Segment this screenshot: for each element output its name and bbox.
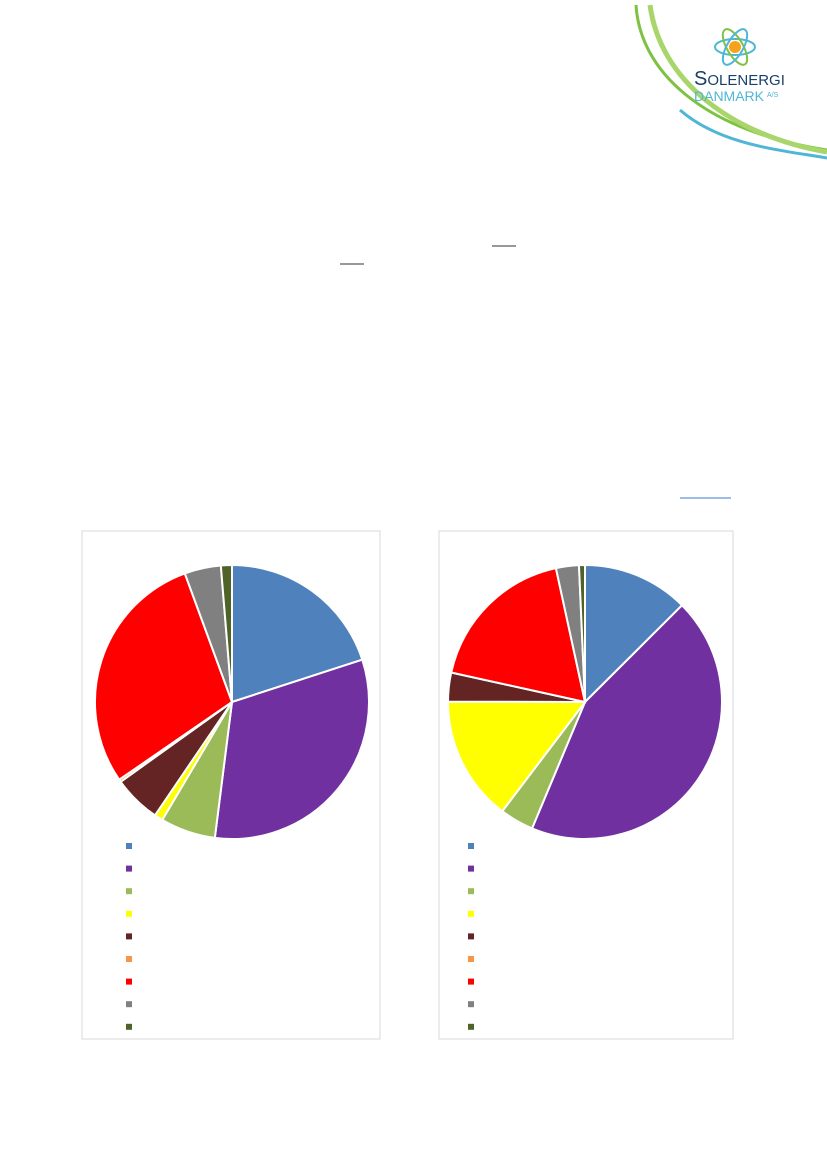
logo-first-letter: S (694, 68, 707, 90)
legend-marker (126, 956, 132, 962)
legend-marker (468, 978, 474, 985)
logo: SOLENERGI DANMARK A/S (634, 4, 827, 160)
logo-orbit (714, 38, 756, 56)
pie-slice (213, 658, 370, 840)
pie-slice (219, 563, 233, 703)
logo-word: DANMARK (694, 88, 765, 104)
legend-marker (126, 843, 132, 849)
pie-slice (450, 566, 587, 704)
legend-marker (468, 956, 474, 962)
logo-sun (729, 41, 741, 53)
legend-marker (126, 910, 132, 917)
pie-slice (584, 563, 684, 705)
legend-marker (468, 910, 474, 917)
legend-marker (126, 933, 132, 940)
legend-marker (126, 1023, 132, 1030)
legend-marker (126, 978, 132, 985)
logo-orbit (721, 28, 749, 66)
logo-word: OLENERGI (707, 72, 785, 89)
pie-slice (577, 563, 586, 703)
logo-arc (679, 108, 827, 160)
legend-marker (468, 1001, 474, 1008)
legend-marker (126, 888, 132, 895)
logo-orbit (721, 28, 749, 66)
pie-slice (231, 563, 364, 704)
legend-marker (126, 865, 132, 872)
pie-slice (530, 603, 723, 840)
pie-slice (94, 572, 234, 782)
logo-arc (647, 4, 827, 155)
legend-marker (126, 1001, 132, 1008)
legend-marker (468, 888, 474, 895)
legend-marker (468, 843, 474, 849)
logo-text: SOLENERGI (694, 68, 785, 90)
logo-suffix: A/S (767, 92, 779, 99)
legend-marker (468, 1023, 474, 1030)
legend-marker (468, 865, 474, 872)
pie-slice (447, 700, 588, 813)
legend-marker (468, 933, 474, 940)
